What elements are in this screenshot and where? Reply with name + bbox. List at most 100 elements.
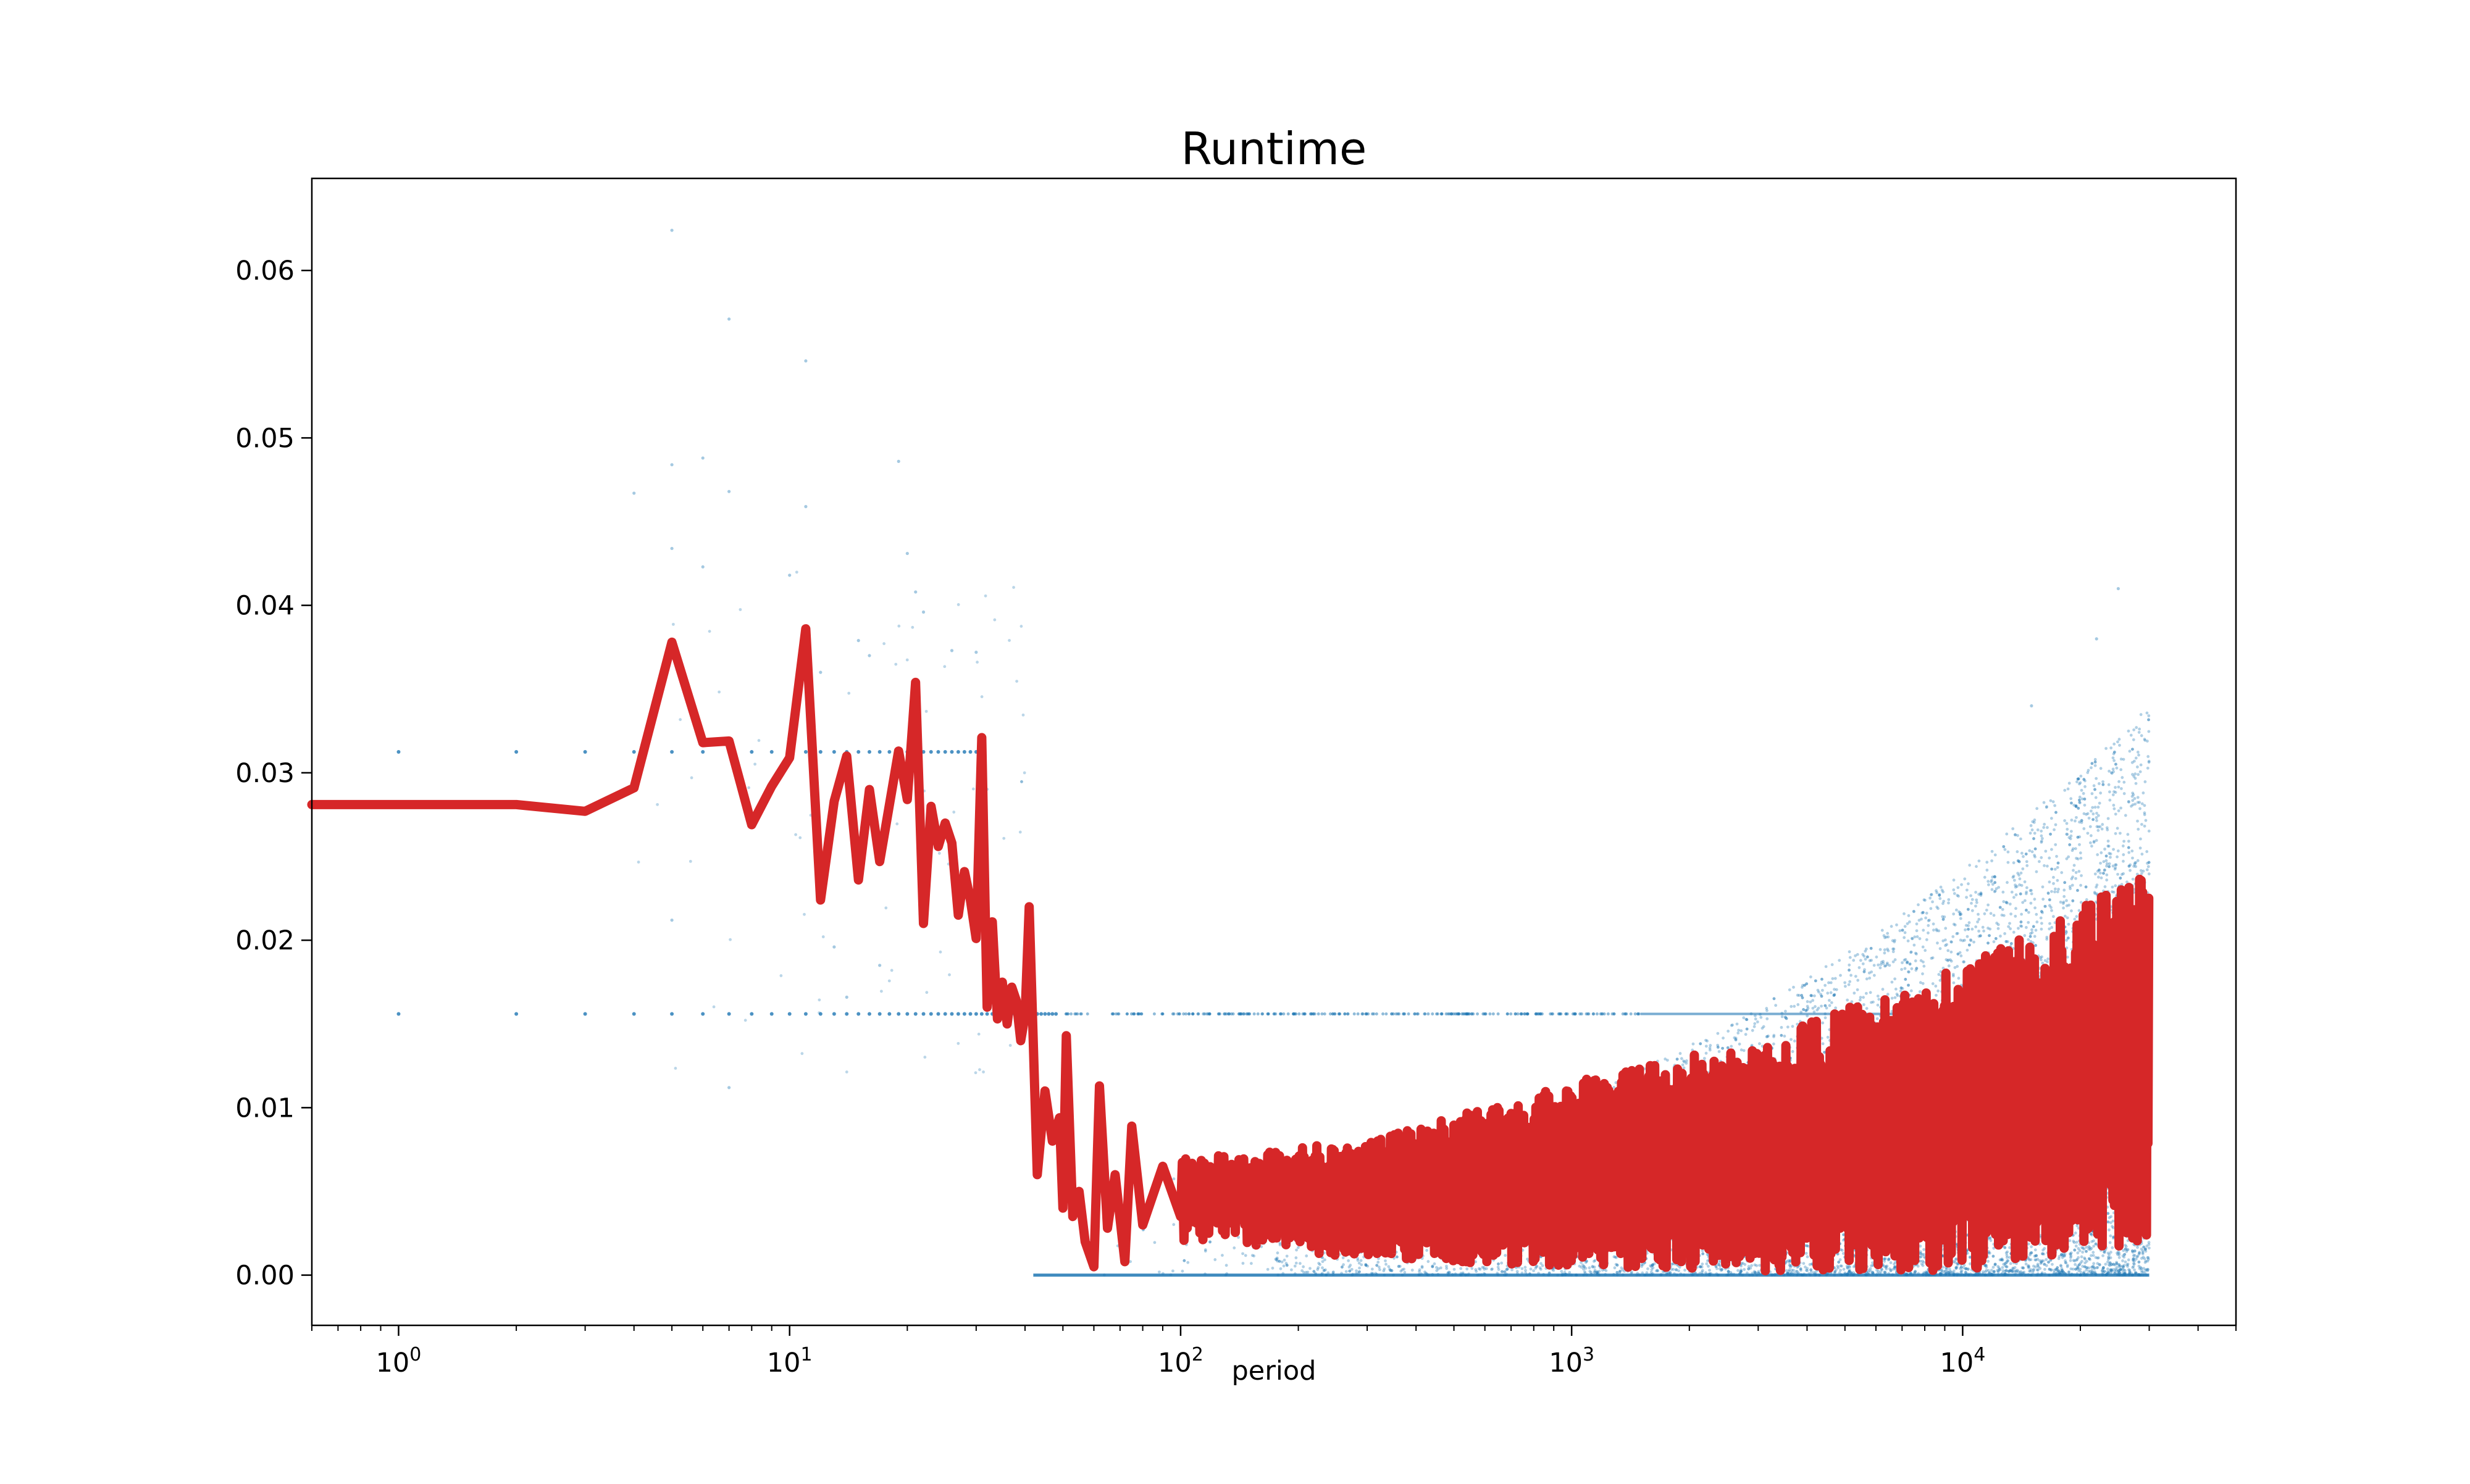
scatter-point	[1754, 1017, 1757, 1020]
scatter-point	[1822, 1042, 1825, 1045]
scatter-point	[957, 750, 960, 754]
scatter-point	[1381, 1012, 1384, 1015]
scatter-point	[2001, 891, 2004, 894]
scatter-point	[2138, 728, 2141, 731]
scatter-point	[1614, 1266, 1617, 1269]
scatter-point	[1891, 981, 1894, 984]
scatter-point	[2121, 1259, 2124, 1262]
scatter-point	[1900, 968, 1903, 971]
scatter-point	[1488, 1012, 1491, 1015]
scatter-point	[1985, 861, 1988, 864]
scatter-point	[1939, 947, 1942, 950]
scatter-point	[1435, 1012, 1438, 1015]
scatter-point	[1239, 1012, 1242, 1015]
scatter-point	[2094, 764, 2097, 767]
scatter-point	[1638, 1012, 1641, 1015]
scatter-point	[1170, 1273, 1173, 1277]
scatter-point	[2106, 828, 2109, 832]
scatter-point	[1859, 959, 1862, 962]
scatter-point	[1423, 1012, 1426, 1015]
scatter-point	[2083, 804, 2087, 807]
scatter-point	[788, 1012, 792, 1015]
scatter-point	[1158, 1270, 1161, 1273]
scatter-point	[950, 750, 953, 754]
scatter-point	[1232, 1012, 1235, 1015]
scatter-point	[2066, 828, 2069, 831]
scatter-point	[1417, 1012, 1420, 1015]
scatter-point	[1683, 1269, 1686, 1272]
scatter-point	[2094, 806, 2097, 809]
scatter-point	[2148, 1246, 2151, 1249]
scatter-point	[2079, 1268, 2082, 1271]
scatter-point	[1977, 930, 1980, 933]
scatter-point	[2114, 884, 2117, 887]
scatter-point	[632, 750, 636, 754]
scatter-point	[584, 750, 587, 754]
scatter-point	[1392, 1273, 1395, 1277]
scatter-point	[2112, 848, 2115, 851]
scatter-point	[1116, 1012, 1120, 1015]
scatter-point	[2067, 788, 2070, 791]
scatter-point	[2083, 1257, 2086, 1260]
scatter-point	[1828, 1004, 1832, 1007]
scatter-point	[1821, 989, 1824, 992]
scatter-point	[1592, 1012, 1595, 1015]
scatter-point	[856, 750, 860, 754]
scatter-point	[1935, 929, 1938, 932]
scatter-point	[2087, 832, 2090, 835]
scatter-point	[1250, 1262, 1253, 1265]
scatter-point	[2075, 816, 2078, 819]
scatter-point	[2033, 906, 2037, 909]
scatter-point	[1111, 1012, 1114, 1015]
scatter-point	[2090, 809, 2093, 812]
scatter-point	[2046, 957, 2049, 961]
scatter-point	[2117, 849, 2120, 852]
scatter-point	[1823, 1012, 1827, 1015]
scatter-point	[2138, 807, 2141, 811]
scatter-point	[1799, 1011, 1802, 1014]
scatter-point	[2129, 869, 2132, 872]
scatter-point	[1953, 878, 1956, 882]
scatter-point	[1066, 1012, 1069, 1015]
scatter-point	[1748, 1273, 1751, 1277]
scatter-point	[2083, 785, 2087, 788]
scatter-point	[1977, 859, 1980, 862]
scatter-point	[2147, 865, 2150, 868]
scatter-point	[1371, 1268, 1374, 1271]
scatter-point	[1790, 1038, 1793, 1041]
scatter-point	[2033, 935, 2037, 938]
scatter-point	[1999, 935, 2002, 938]
scatter-point	[2130, 734, 2133, 737]
scatter-point	[1903, 959, 1906, 962]
scatter-point	[1968, 921, 1971, 924]
scatter-point	[1524, 1269, 1527, 1272]
scatter-point	[2098, 802, 2101, 805]
scatter-point	[1901, 961, 1904, 964]
scatter-point	[1242, 1012, 1245, 1015]
scatter-point	[1780, 1012, 1783, 1015]
scatter-point	[2093, 840, 2096, 843]
scatter-point	[1413, 1012, 1416, 1015]
scatter-point	[2115, 767, 2118, 770]
scatter-point	[2119, 807, 2122, 810]
scatter-point	[1181, 1270, 1184, 1273]
scatter-point	[1753, 1022, 1756, 1025]
scatter-point	[2008, 922, 2011, 925]
scatter-point	[1932, 982, 1935, 985]
scatter-point	[2028, 849, 2031, 852]
scatter-point	[1708, 1269, 1711, 1272]
scatter-point	[1877, 998, 1880, 1001]
scatter-point	[969, 1012, 973, 1015]
scatter-point	[1505, 1012, 1509, 1015]
scatter-point	[2074, 877, 2077, 880]
scatter-point	[804, 1012, 808, 1015]
scatter-point	[2129, 750, 2132, 753]
scatter-point	[2079, 857, 2082, 860]
scatter-point	[1076, 1012, 1079, 1015]
scatter-point	[1504, 1254, 1507, 1257]
scatter-point	[1737, 1029, 1740, 1032]
scatter-point	[2072, 869, 2075, 872]
scatter-point	[1831, 977, 1834, 980]
scatter-point	[1917, 903, 1920, 906]
